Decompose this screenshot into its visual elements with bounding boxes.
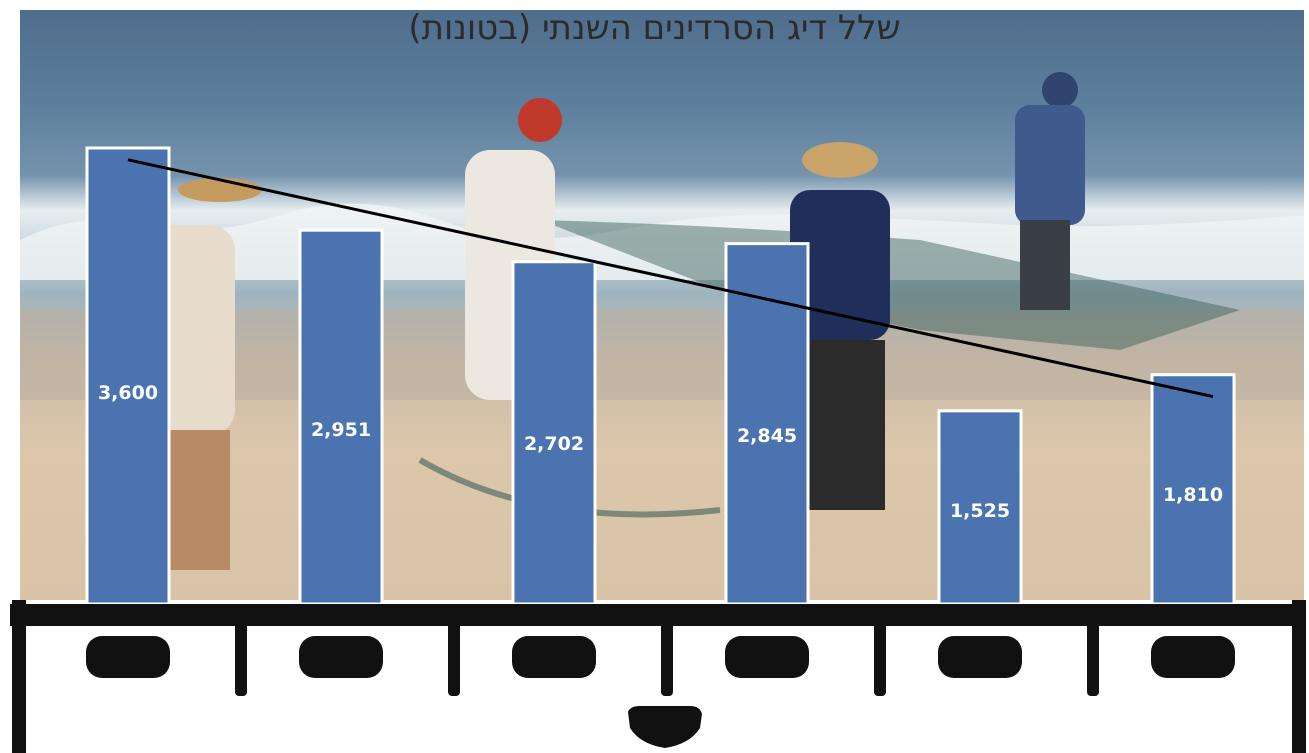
bar-value-label-2: 2,951 — [311, 419, 371, 441]
bar-1 — [85, 146, 171, 606]
bar-5 — [937, 409, 1023, 606]
bar-4 — [724, 242, 810, 606]
bar-value-label-1: 3,600 — [98, 382, 158, 404]
redacted-axis-title — [628, 706, 702, 748]
category-divider-4 — [874, 604, 886, 696]
redacted-category-label-6 — [1151, 636, 1235, 678]
category-divider-3 — [661, 604, 673, 696]
bar-value-label-6: 1,810 — [1163, 484, 1223, 506]
category-divider-1 — [235, 604, 247, 696]
beach-scene — [20, 72, 1304, 570]
bar-3 — [511, 260, 597, 606]
x-axis-bar — [10, 604, 1305, 626]
bar-value-label-5: 1,525 — [950, 500, 1010, 522]
background-photo — [20, 10, 1304, 600]
category-divider-5 — [1087, 604, 1099, 696]
redacted-category-label-3 — [512, 636, 596, 678]
bar-value-label-4: 2,845 — [737, 425, 797, 447]
chart-title: שלל דיג הסרדינים השנתי (בטונות) — [408, 8, 901, 48]
redacted-category-label-1 — [86, 636, 170, 678]
trendline — [127, 158, 1214, 399]
axis-left-edge — [12, 600, 26, 753]
redacted-category-label-2 — [299, 636, 383, 678]
redacted-category-label-5 — [938, 636, 1022, 678]
bar-2 — [298, 228, 384, 606]
category-divider-2 — [448, 604, 460, 696]
axis-right-edge — [1292, 600, 1306, 753]
redacted-category-label-4 — [725, 636, 809, 678]
bar-value-label-3: 2,702 — [524, 433, 584, 455]
